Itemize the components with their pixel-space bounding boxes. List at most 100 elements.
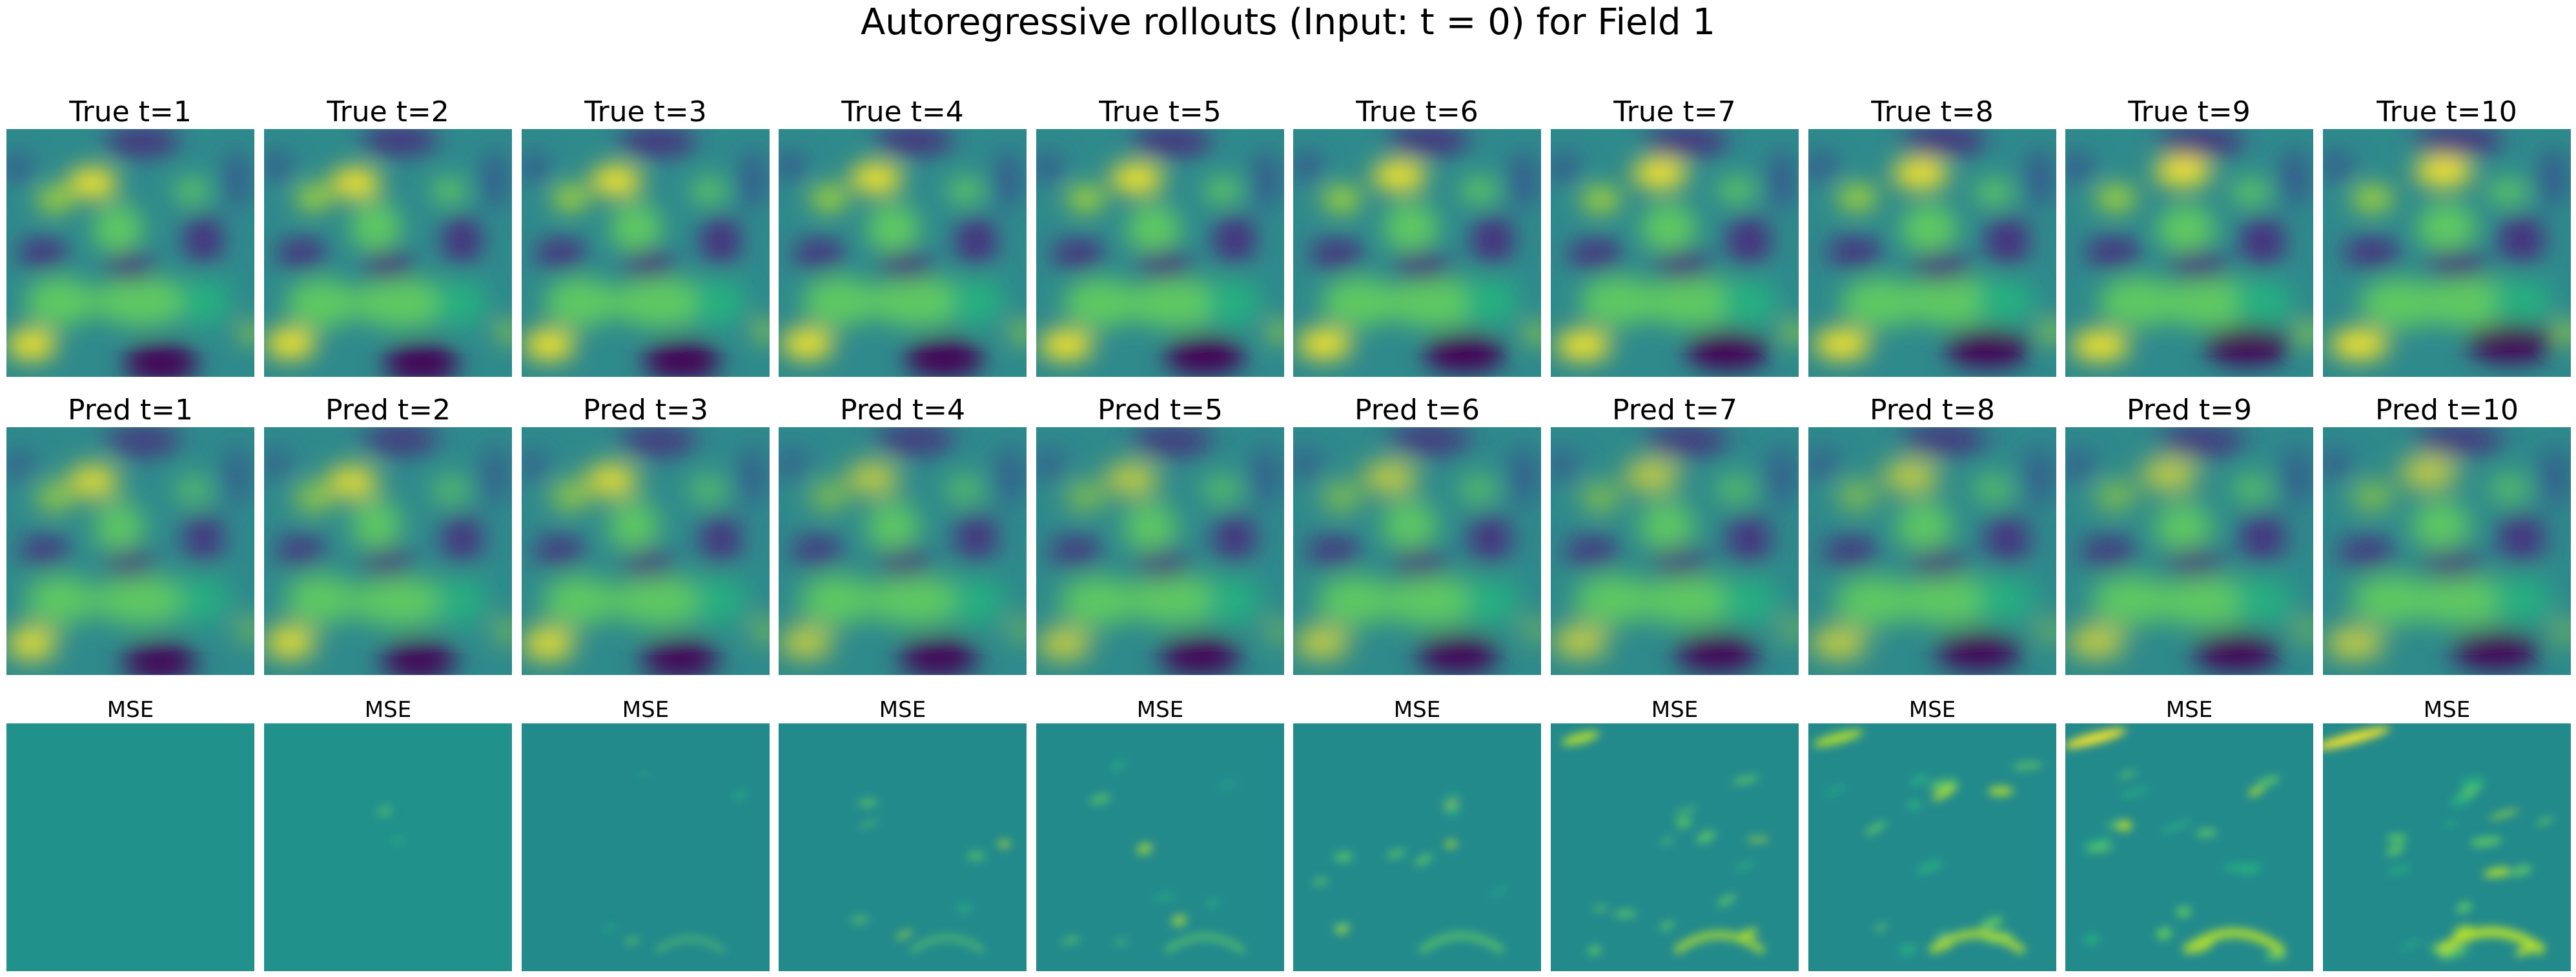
field-feature xyxy=(351,500,402,550)
field-feature xyxy=(2498,215,2545,265)
field-feature xyxy=(1252,446,1280,506)
field-feature xyxy=(1902,129,1987,156)
pred-field-image xyxy=(1293,427,1541,675)
field-feature xyxy=(1892,159,1949,189)
field-feature xyxy=(296,185,332,210)
field-feature xyxy=(779,151,807,181)
field-feature xyxy=(850,163,903,194)
field-feature xyxy=(276,238,327,268)
field-feature xyxy=(1552,627,1608,657)
field-feature xyxy=(2204,325,2291,366)
field-feature xyxy=(1132,129,1212,157)
field-feature xyxy=(1810,628,1867,658)
true-panel-title: True t=2 xyxy=(327,96,449,128)
field-feature xyxy=(791,536,844,566)
field-feature xyxy=(1655,250,1711,280)
field-feature xyxy=(2338,537,2397,567)
mse-error-spot xyxy=(1588,945,1602,956)
mse-error-spot xyxy=(2460,776,2486,789)
field-feature xyxy=(755,620,770,641)
field-feature xyxy=(800,575,874,625)
pred-panel-title: Pred t=7 xyxy=(1612,394,1737,427)
pred-field-image xyxy=(1551,427,1799,675)
field-feature xyxy=(997,446,1023,506)
field-feature xyxy=(92,575,192,625)
mse-error-spot xyxy=(2247,787,2264,796)
field-feature xyxy=(1632,158,1688,188)
mse-error-spot xyxy=(1979,916,2004,930)
field-feature xyxy=(240,619,254,640)
field-feature xyxy=(2194,632,2280,672)
true-field-panel xyxy=(522,129,770,377)
mse-field-panel xyxy=(2065,723,2313,971)
true-field-image xyxy=(1036,129,1284,377)
field-feature xyxy=(1883,461,1939,491)
field-feature xyxy=(1783,322,1799,343)
true-field-panel xyxy=(264,129,512,377)
field-feature xyxy=(296,485,332,510)
field-feature xyxy=(2492,277,2551,328)
field-feature xyxy=(1123,502,1178,552)
mse-panel-title: MSE xyxy=(2423,697,2471,723)
true-panel-title: True t=6 xyxy=(1356,96,1478,128)
field-feature xyxy=(1051,239,1105,269)
mse-error-spot xyxy=(2489,809,2519,820)
field-feature xyxy=(1841,278,1921,328)
field-feature xyxy=(1814,329,1871,359)
mse-panel-title: MSE xyxy=(622,697,670,723)
field-feature xyxy=(183,215,224,265)
field-feature xyxy=(6,629,57,659)
pred-field-image xyxy=(522,427,770,675)
pred-panel-title: Pred t=5 xyxy=(1098,394,1223,427)
field-feature xyxy=(2399,458,2458,488)
field-feature xyxy=(1297,329,1352,359)
mse-panel-title: MSE xyxy=(1908,697,1956,723)
mse-error-spot xyxy=(1988,786,2014,796)
field-feature xyxy=(2487,179,2529,205)
mse-error-spot xyxy=(1865,821,1887,835)
field-feature xyxy=(1652,547,1708,578)
field-feature xyxy=(1909,549,1967,579)
mse-error-arc xyxy=(909,934,986,954)
field-feature xyxy=(2351,574,2433,625)
field-feature xyxy=(37,485,72,510)
field-feature xyxy=(543,576,616,626)
pred-field-image xyxy=(1808,427,2056,675)
mse-error-spot xyxy=(1153,893,1176,901)
mse-error-spot xyxy=(1735,860,1755,872)
field-feature xyxy=(2452,630,2540,670)
mse-error-spot xyxy=(2223,863,2256,871)
field-feature xyxy=(694,575,746,625)
mse-error-spot xyxy=(1444,840,1458,849)
mse-error-spot xyxy=(1333,852,1354,862)
field-feature xyxy=(1393,549,1447,579)
mse-field-image xyxy=(1293,723,1541,971)
field-feature xyxy=(2466,323,2555,363)
field-feature xyxy=(1721,278,1777,328)
field-feature xyxy=(264,151,293,181)
field-feature xyxy=(866,203,920,254)
field-feature xyxy=(802,277,877,327)
mse-error-spot xyxy=(1659,921,1675,931)
field-feature xyxy=(2411,500,2470,550)
mse-error-spot xyxy=(1061,936,1081,945)
figure-title: Autoregressive rollouts (Input: t = 0) f… xyxy=(861,1,1715,43)
field-feature xyxy=(2041,321,2056,342)
field-feature xyxy=(224,445,249,506)
field-feature xyxy=(2351,483,2393,509)
mse-error-spot xyxy=(895,929,913,940)
pred-field-panel xyxy=(522,427,770,675)
field-feature xyxy=(1388,129,1471,156)
mse-background xyxy=(779,723,1027,971)
mse-error-spot xyxy=(1916,860,1943,874)
mse-error-spot xyxy=(1910,774,1928,786)
field-feature xyxy=(442,514,483,564)
field-feature xyxy=(2090,576,2172,626)
mse-field-panel xyxy=(522,723,770,971)
mse-panel-title: MSE xyxy=(1136,697,1184,723)
field-feature xyxy=(545,277,617,328)
field-feature xyxy=(363,250,414,281)
field-feature xyxy=(955,216,997,267)
pred-field-panel xyxy=(779,427,1027,675)
field-feature xyxy=(275,535,327,566)
